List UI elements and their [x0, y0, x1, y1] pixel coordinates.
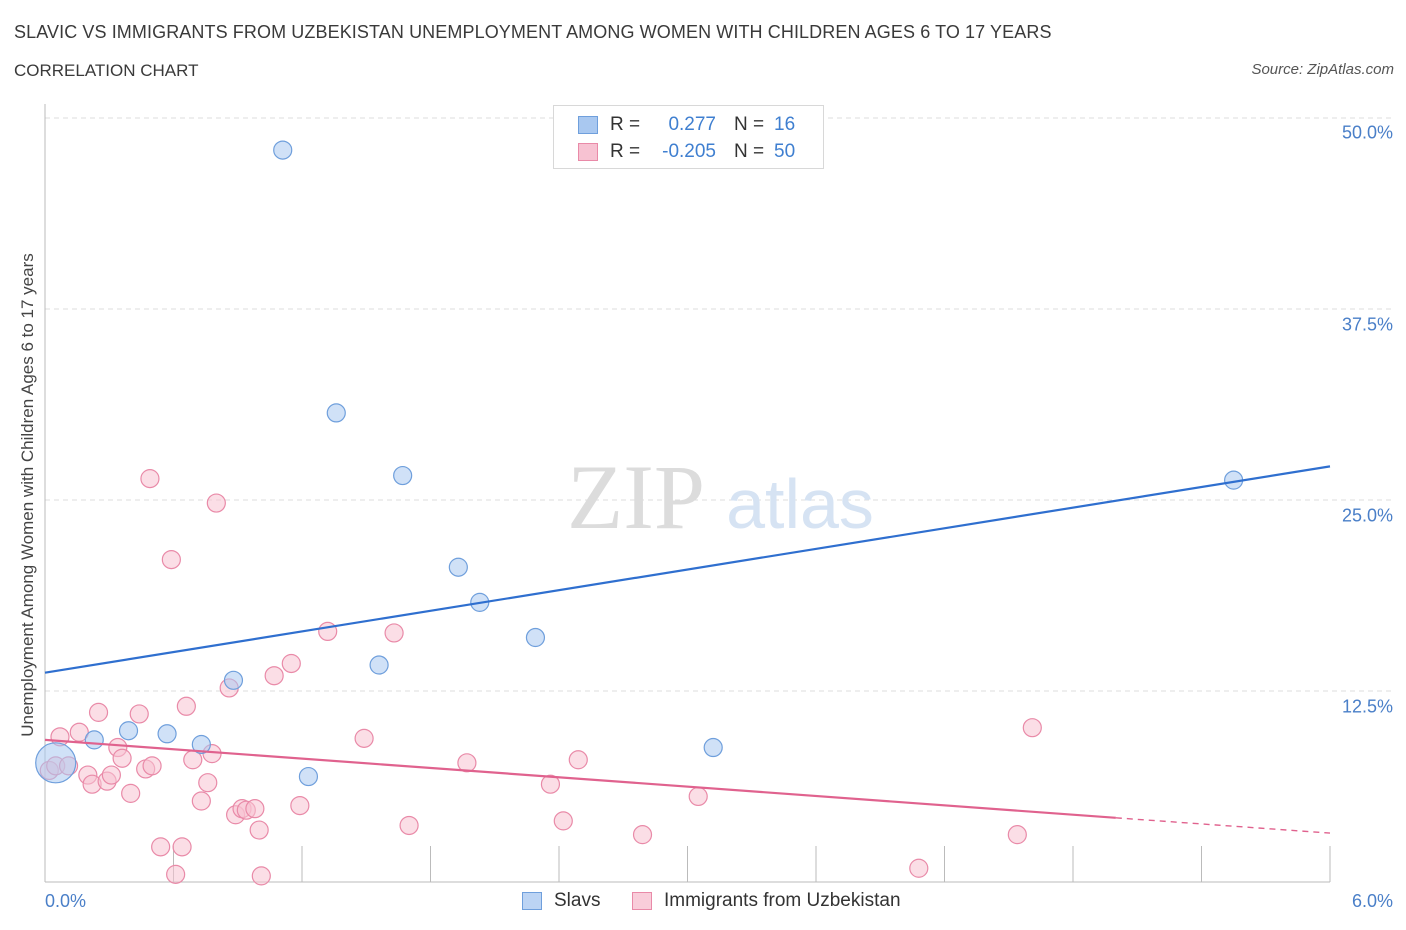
stats-legend: R = 0.277 N = 16 R = -0.205 N = 50 — [553, 105, 824, 169]
uzbekistan-point-43 — [553, 811, 573, 831]
y-axis-label: Unemployment Among Women with Children A… — [18, 253, 37, 737]
uzbekistan-point-35 — [281, 653, 301, 674]
uzbekistan-point-4 — [69, 722, 89, 742]
uzbekistan-point-47 — [909, 858, 929, 878]
uzbekistan-point-41 — [457, 753, 477, 773]
n-value: 16 — [774, 114, 796, 135]
y-tick-label-50: 50.0% — [1341, 122, 1393, 143]
slavs-point-9 — [369, 655, 389, 675]
slavs-point-0 — [35, 742, 77, 784]
r-value: -0.205 — [662, 141, 716, 162]
legend-item-slavs[interactable]: Slavs — [522, 890, 600, 912]
uzbekistan-point-21 — [176, 696, 196, 716]
uzbekistan-point-9 — [101, 765, 121, 785]
n-value: 50 — [774, 141, 796, 162]
chart-title: SLAVIC VS IMMIGRANTS FROM UZBEKISTAN UNE… — [14, 22, 1052, 42]
n-label: N = — [734, 114, 765, 135]
slavs-point-10 — [393, 465, 413, 486]
uzbekistan-point-16 — [142, 756, 162, 776]
legend-swatch-uzbekistan — [632, 892, 652, 910]
slavs-trend-line — [44, 465, 1331, 674]
n-label: N = — [734, 141, 765, 162]
uzbekistan-point-40 — [399, 815, 419, 836]
legend-swatch-slavs — [522, 892, 542, 910]
uzbekistan-point-20 — [172, 837, 192, 857]
slavs-point-3 — [157, 724, 177, 744]
x-tick-label-max: 6.0% — [1351, 891, 1393, 911]
uzbekistan-point-15 — [140, 469, 160, 489]
points-layer — [35, 140, 1244, 886]
slavs-point-5 — [223, 670, 244, 690]
slavs-point-7 — [298, 766, 319, 787]
uzbekistan-point-26 — [206, 493, 226, 513]
stats-row-uzbekistan: R = -0.205 N = 50 — [578, 139, 795, 165]
uzbekistan-point-12 — [121, 783, 141, 803]
grid-layer — [44, 104, 1392, 883]
watermark-atlas: atlas — [726, 465, 874, 543]
uzbekistan-point-24 — [198, 773, 218, 793]
y-tick-label-25: 25.0% — [1341, 505, 1393, 526]
x-tick-label-min: 0.0% — [45, 891, 87, 911]
uzbekistan-point-19 — [166, 864, 186, 884]
watermark-zip: ZIP — [567, 446, 705, 548]
r-label: R = — [610, 141, 641, 162]
slavs-point-8 — [326, 403, 346, 423]
slavs-point-6 — [273, 140, 293, 160]
uzbekistan-point-11 — [112, 748, 132, 768]
uzbekistan-point-34 — [264, 666, 284, 686]
slavs-swatch — [578, 116, 598, 134]
source-credit: Source: ZipAtlas.com — [1251, 61, 1394, 78]
y-tick-label-37-5: 37.5% — [1341, 314, 1393, 335]
trend-layer — [44, 465, 1331, 834]
r-label: R = — [610, 114, 641, 135]
series-legend: Slavs Immigrants from Uzbekistan — [0, 890, 1406, 916]
uzbekistan-point-7 — [88, 702, 109, 722]
slavs-point-11 — [448, 557, 468, 577]
uzbekistan-point-31 — [245, 799, 265, 819]
legend-label-uzbekistan: Immigrants from Uzbekistan — [664, 890, 901, 911]
uzbekistan-point-32 — [249, 820, 269, 840]
chart-subtitle: CORRELATION CHART — [14, 61, 199, 80]
uzbekistan-swatch — [578, 143, 598, 161]
uzbekistan-point-18 — [161, 549, 181, 570]
uzbekistan-point-23 — [191, 791, 211, 811]
uzbekistan-point-46 — [688, 786, 708, 807]
legend-item-uzbekistan[interactable]: Immigrants from Uzbekistan — [632, 890, 901, 912]
uzbekistan-point-39 — [384, 623, 404, 643]
uzbekistan-point-45 — [632, 825, 653, 845]
uzbekistan-point-48 — [1007, 825, 1027, 845]
slavs-point-1 — [84, 730, 104, 750]
uzbekistan-point-37 — [318, 621, 338, 642]
slavs-point-2 — [118, 721, 139, 741]
uzbekistan-trend-extension — [1115, 817, 1331, 834]
slavs-point-13 — [525, 627, 546, 648]
uzbekistan-point-42 — [540, 774, 561, 794]
uzbekistan-point-36 — [290, 795, 310, 816]
legend-label-slavs: Slavs — [554, 890, 601, 911]
uzbekistan-point-13 — [129, 704, 149, 724]
uzbekistan-point-33 — [251, 866, 271, 886]
stats-row-slavs: R = 0.277 N = 16 — [578, 112, 795, 138]
uzbekistan-point-17 — [151, 837, 171, 857]
uzbekistan-point-38 — [354, 728, 374, 748]
watermark: ZIP atlas — [567, 446, 874, 548]
slavs-point-14 — [703, 737, 723, 758]
slavs-point-4 — [191, 734, 211, 755]
y-tick-label-12-5: 12.5% — [1341, 696, 1393, 717]
uzbekistan-point-49 — [1022, 718, 1042, 738]
r-value: 0.277 — [668, 114, 716, 135]
uzbekistan-point-44 — [568, 750, 588, 770]
uzbekistan-trend-line — [44, 738, 1116, 819]
